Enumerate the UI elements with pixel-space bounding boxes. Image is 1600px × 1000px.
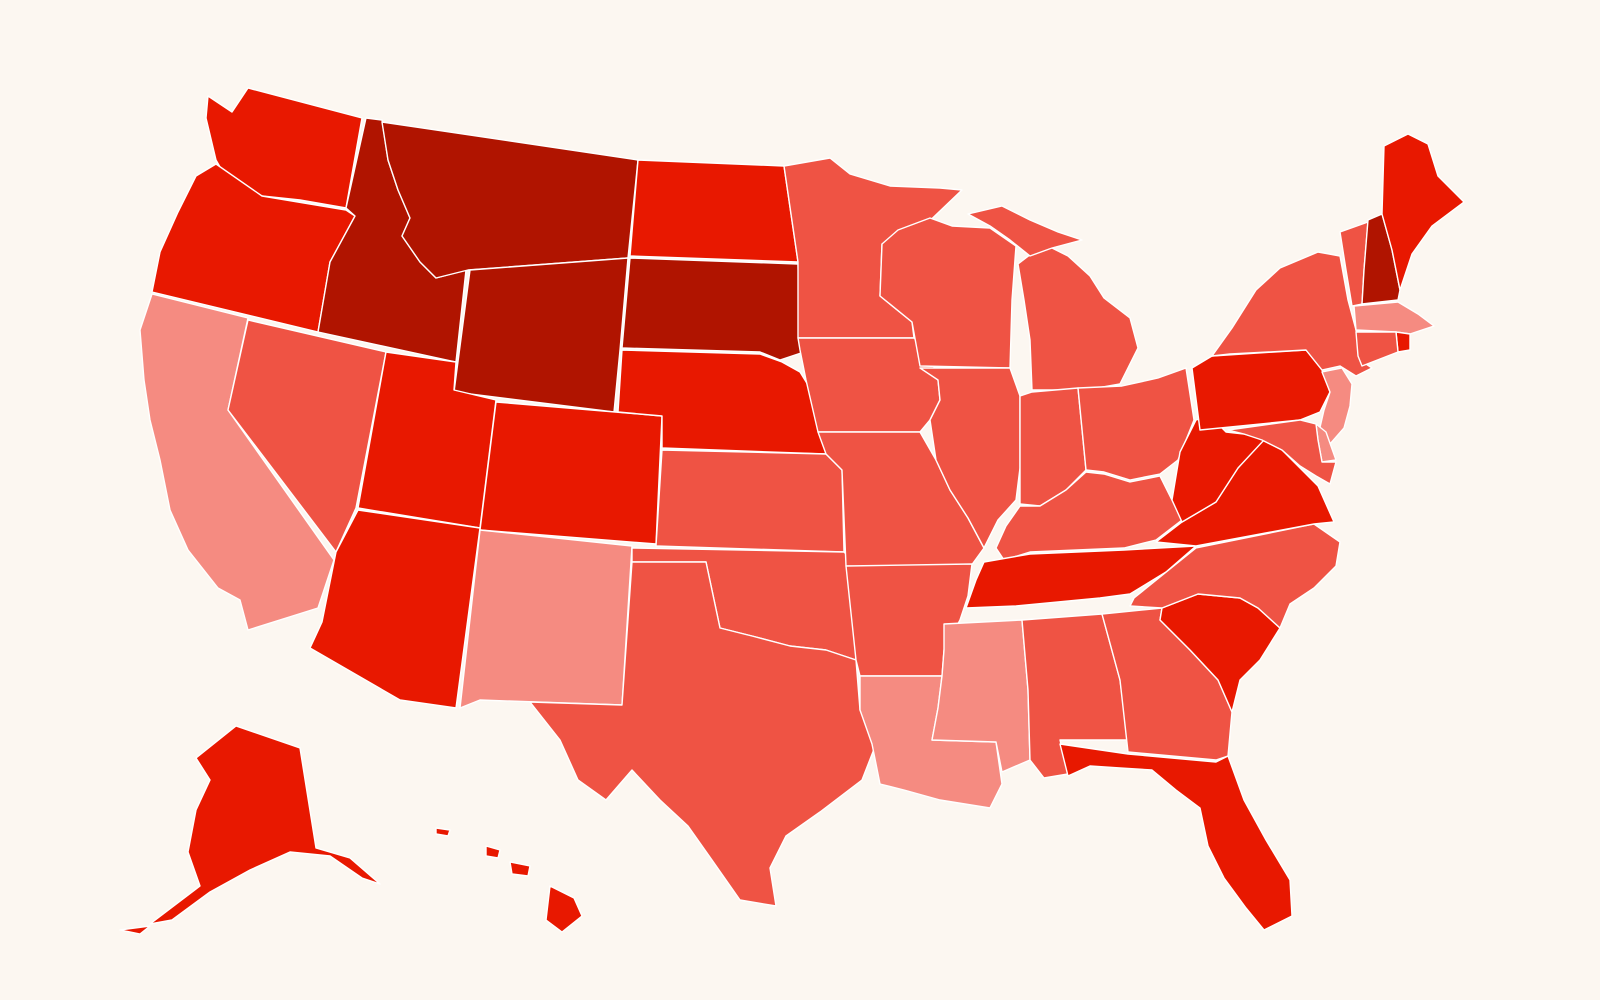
state-shape-pa[interactable]: [1191, 349, 1331, 431]
state-shape-wi[interactable]: [879, 217, 1017, 369]
state-shape-nm[interactable]: [459, 529, 633, 709]
state-shape-nv[interactable]: [227, 319, 387, 553]
state-nd[interactable]: [629, 159, 799, 263]
state-hi[interactable]: [435, 827, 583, 933]
state-shape-co[interactable]: [479, 401, 663, 545]
state-shape-tn[interactable]: [965, 545, 1197, 609]
state-shape-hi[interactable]: [509, 861, 531, 877]
state-pa[interactable]: [1191, 349, 1331, 431]
state-shape-hi[interactable]: [485, 845, 501, 859]
state-shape-wy[interactable]: [453, 257, 629, 413]
state-shape-nd[interactable]: [629, 159, 799, 263]
state-tn[interactable]: [965, 545, 1197, 609]
state-shape-mi[interactable]: [1017, 243, 1139, 391]
state-shape-nj[interactable]: [1317, 367, 1353, 445]
state-wy[interactable]: [453, 257, 629, 413]
state-shape-hi[interactable]: [545, 885, 583, 933]
state-co[interactable]: [479, 401, 663, 545]
state-ak[interactable]: [119, 725, 381, 935]
state-shape-me[interactable]: [1381, 133, 1465, 291]
state-ut[interactable]: [357, 351, 497, 529]
state-mi[interactable]: [967, 205, 1139, 391]
state-nj[interactable]: [1317, 367, 1353, 445]
state-shape-sd[interactable]: [621, 257, 805, 361]
state-shape-hi[interactable]: [435, 827, 451, 837]
state-fl[interactable]: [1059, 743, 1293, 931]
state-shape-ma[interactable]: [1353, 301, 1435, 335]
state-nc[interactable]: [1129, 523, 1341, 629]
state-shape-ak[interactable]: [149, 725, 381, 925]
state-shape-ca[interactable]: [139, 293, 335, 631]
state-shape-fl[interactable]: [1059, 743, 1293, 931]
state-az[interactable]: [309, 509, 481, 709]
state-shape-ks[interactable]: [655, 449, 845, 553]
state-shape-ak[interactable]: [119, 925, 151, 935]
state-nv[interactable]: [227, 319, 387, 553]
state-sd[interactable]: [621, 257, 805, 361]
state-shape-ct[interactable]: [1355, 331, 1399, 367]
state-shape-az[interactable]: [309, 509, 481, 709]
state-md[interactable]: [1227, 419, 1337, 485]
state-shape-tx[interactable]: [529, 561, 877, 907]
state-wi[interactable]: [879, 217, 1017, 369]
state-mt[interactable]: [381, 121, 639, 279]
state-ks[interactable]: [655, 449, 845, 553]
state-ma[interactable]: [1353, 301, 1435, 335]
state-shape-mt[interactable]: [381, 121, 639, 279]
state-shape-mi[interactable]: [967, 205, 1083, 257]
state-shape-ut[interactable]: [357, 351, 497, 529]
state-shape-nc[interactable]: [1129, 523, 1341, 629]
state-nm[interactable]: [459, 529, 633, 709]
state-shape-md[interactable]: [1227, 419, 1337, 485]
state-me[interactable]: [1381, 133, 1465, 291]
state-ca[interactable]: [139, 293, 335, 631]
state-tx[interactable]: [529, 561, 877, 907]
state-ct[interactable]: [1355, 331, 1399, 367]
